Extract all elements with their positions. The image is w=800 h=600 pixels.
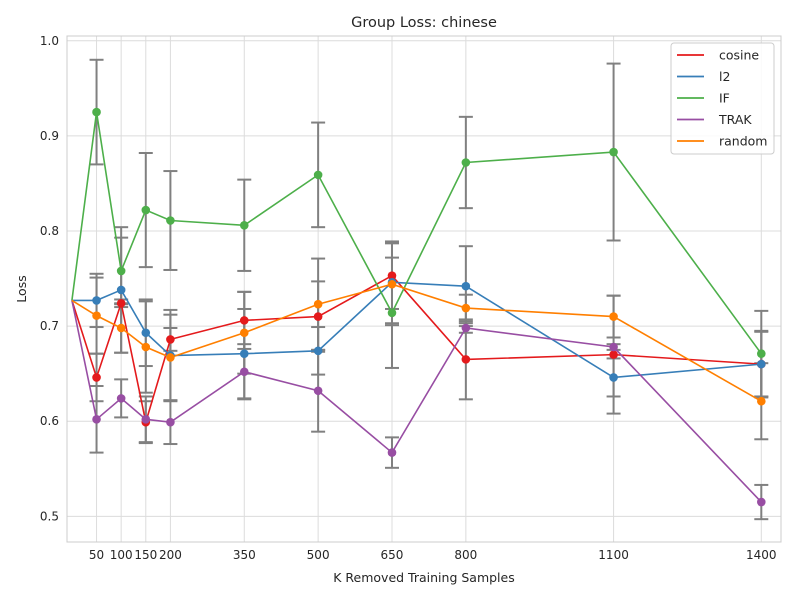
legend-label-cosine: cosine	[719, 48, 759, 63]
legend-label-TRAK: TRAK	[718, 112, 752, 127]
data-point-cosine	[116, 298, 126, 308]
legend-box	[670, 42, 775, 155]
data-point-cosine	[461, 355, 471, 364]
data-point-TRAK	[313, 386, 323, 396]
data-point-random	[92, 311, 101, 320]
data-point-TRAK	[609, 342, 618, 352]
data-point-TRAK	[461, 323, 471, 333]
data-point-random	[609, 312, 618, 321]
data-point-l2	[116, 285, 126, 295]
data-point-random	[116, 323, 126, 333]
data-point-IF	[141, 205, 151, 215]
data-point-l2	[141, 328, 151, 338]
data-point-cosine	[313, 312, 323, 321]
x-tick-label: 200	[159, 548, 182, 562]
data-point-TRAK	[141, 415, 151, 424]
data-point-TRAK	[92, 415, 101, 424]
legend: cosine l2 IF TRAK random	[670, 42, 775, 155]
plot-background	[67, 36, 781, 542]
x-tick-label: 100	[110, 548, 133, 562]
data-point-cosine	[166, 335, 175, 344]
x-tick-label: 1400	[746, 548, 777, 562]
legend-label-IF: IF	[719, 91, 730, 106]
data-point-TRAK	[757, 497, 766, 507]
data-point-IF	[116, 266, 126, 276]
x-tick-label: 500	[307, 548, 330, 562]
data-point-random	[313, 299, 323, 309]
data-point-IF	[609, 147, 618, 157]
data-point-IF	[166, 216, 175, 225]
x-tick-label: 650	[381, 548, 404, 562]
x-tick-label: 1100	[598, 548, 629, 562]
data-point-l2	[92, 296, 101, 305]
data-point-l2	[313, 346, 323, 356]
data-point-IF	[92, 107, 101, 117]
data-point-cosine	[239, 316, 249, 325]
data-point-random	[461, 303, 471, 313]
x-tick-labels: 50 100 150 200 350 500 650 800 1100 1400	[89, 548, 777, 562]
data-point-random	[141, 342, 151, 352]
data-point-TRAK	[387, 448, 397, 457]
y-tick-label: 0.6	[40, 414, 59, 428]
data-point-cosine	[387, 271, 397, 280]
data-point-random	[757, 396, 766, 406]
y-tick-label: 0.7	[40, 319, 59, 333]
chart-title: Group Loss: chinese	[351, 15, 497, 31]
data-point-l2	[609, 373, 618, 382]
data-point-l2	[757, 359, 766, 369]
data-point-l2	[239, 349, 249, 358]
y-tick-label: 1.0	[40, 34, 59, 48]
data-point-TRAK	[166, 417, 175, 427]
y-tick-label: 0.9	[40, 129, 59, 143]
x-tick-label: 50	[89, 548, 104, 562]
data-point-TRAK	[239, 367, 249, 377]
x-tick-label: 150	[134, 548, 157, 562]
data-point-IF	[313, 170, 323, 180]
data-point-IF	[387, 308, 397, 318]
x-tick-label: 800	[454, 548, 477, 562]
y-tick-label: 0.8	[40, 224, 59, 238]
data-point-IF	[461, 158, 471, 167]
x-axis-label: K Removed Training Samples	[333, 570, 514, 585]
data-point-cosine	[609, 350, 618, 359]
legend-label-random: random	[719, 134, 767, 149]
series-points	[92, 107, 766, 507]
data-point-TRAK	[116, 394, 126, 403]
data-point-IF	[757, 349, 766, 358]
data-point-random	[239, 328, 249, 338]
data-point-l2	[461, 281, 471, 291]
data-point-IF	[239, 220, 249, 230]
y-tick-labels: 0.5 0.6 0.7 0.8 0.9 1.0	[40, 34, 59, 524]
data-point-cosine	[92, 373, 101, 382]
data-point-random	[387, 279, 397, 289]
y-tick-label: 0.5	[40, 509, 59, 523]
x-tick-label: 350	[233, 548, 256, 562]
y-axis-label: Loss	[14, 275, 29, 302]
data-point-random	[166, 353, 175, 362]
plot-frame	[66, 35, 782, 543]
legend-label-l2: l2	[719, 69, 730, 84]
